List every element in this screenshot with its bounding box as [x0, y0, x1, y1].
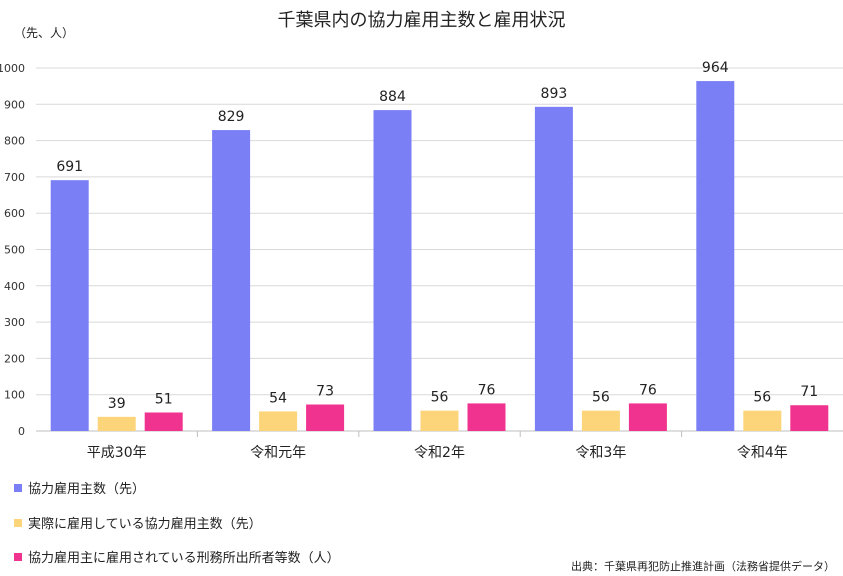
legend-swatch-hiring-employers: [14, 518, 22, 527]
legend-item-hiring-employers: 実際に雇用している協力雇用主数（先）: [14, 513, 262, 532]
bar: [790, 405, 829, 431]
bar: [212, 130, 251, 431]
data-label: 76: [639, 382, 657, 398]
data-label: 76: [478, 382, 496, 398]
x-category-label: 平成30年: [87, 445, 147, 461]
x-category-label: 令和元年: [250, 445, 306, 461]
bar: [97, 416, 136, 431]
y-axis-unit-label: （先、人）: [14, 26, 75, 40]
bar: [144, 412, 183, 431]
x-category-label: 令和4年: [737, 445, 788, 461]
y-tick-label: 300: [4, 316, 25, 329]
data-label: 691: [56, 159, 83, 175]
data-label: 54: [269, 390, 287, 406]
data-label: 39: [108, 396, 126, 412]
legend-item-employed-ex-offenders: 協力雇用主に雇用されている刑務所出所者等数（人）: [14, 547, 340, 566]
data-label: 56: [753, 390, 771, 406]
y-tick-label: 700: [4, 171, 25, 184]
y-tick-label: 500: [4, 244, 25, 257]
legend-swatch-employers: [14, 483, 22, 492]
bar: [743, 410, 782, 431]
bar: [373, 110, 412, 431]
y-tick-label: 800: [4, 135, 25, 148]
source-note: 出典：千葉県再犯防止推進計画（法務省提供データ）: [571, 560, 835, 573]
y-tick-label: 200: [4, 352, 25, 365]
data-label: 56: [431, 390, 449, 406]
legend-label-employed-ex-offenders: 協力雇用主に雇用されている刑務所出所者等数（人）: [28, 551, 340, 566]
y-tick-label: 0: [18, 425, 25, 438]
data-label: 73: [316, 384, 334, 400]
data-label: 71: [800, 384, 818, 400]
bar: [628, 403, 667, 431]
y-tick-label: 400: [4, 280, 25, 293]
y-tick-label: 100: [4, 389, 25, 402]
bar: [534, 106, 573, 431]
bar: [581, 410, 620, 431]
y-tick-label: 1000: [0, 62, 25, 75]
legend-label-hiring-employers: 実際に雇用している協力雇用主数（先）: [28, 517, 262, 532]
data-label: 964: [702, 60, 729, 76]
legend-swatch-employed-ex-offenders: [14, 552, 22, 561]
bar: [467, 403, 506, 431]
bar: [306, 404, 345, 431]
bar: [259, 411, 298, 431]
x-category-label: 令和2年: [414, 445, 465, 461]
chart-title: 千葉県内の協力雇用主数と雇用状況: [277, 10, 566, 31]
bar: [420, 410, 459, 431]
legend-label-employers: 協力雇用主数（先）: [28, 482, 146, 497]
data-label: 51: [155, 391, 173, 407]
data-label: 56: [592, 390, 610, 406]
data-label: 893: [541, 86, 568, 102]
data-label: 884: [379, 89, 406, 105]
data-label: 829: [218, 109, 245, 125]
bar-chart: 0 100 200 300 400 500 600 700 800 900 1000 691 39 51 平…: [0, 60, 843, 461]
bar: [50, 180, 89, 431]
bar: [696, 81, 735, 432]
legend-item-employers: 協力雇用主数（先）: [14, 478, 145, 497]
x-category-label: 令和3年: [575, 445, 626, 461]
y-tick-label: 900: [4, 98, 25, 111]
y-tick-label: 600: [4, 207, 25, 220]
